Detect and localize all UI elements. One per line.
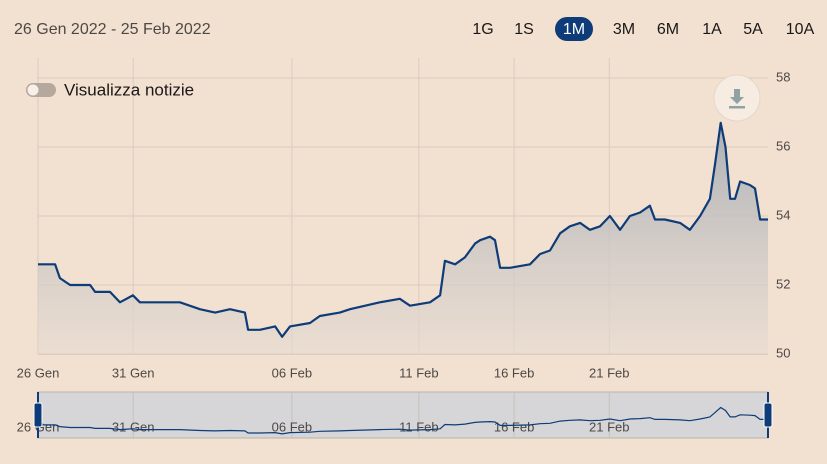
- navigator-tick-label: 11 Feb: [399, 419, 439, 434]
- navigator-handle[interactable]: [763, 402, 773, 428]
- price-line: [38, 121, 768, 338]
- y-tick-label: 56: [776, 138, 790, 153]
- download-icon-base: [729, 106, 745, 109]
- range-button-selected[interactable]: [555, 17, 593, 41]
- range-button[interactable]: 5A: [743, 21, 763, 38]
- range-button-label[interactable]: 1G: [472, 21, 493, 38]
- y-tick-label: 50: [776, 345, 790, 360]
- x-tick-label: 31 Gen: [112, 365, 155, 380]
- range-button-label[interactable]: 10A: [786, 21, 815, 38]
- navigator-line: [38, 406, 768, 435]
- navigator-tick-label: 06 Feb: [272, 419, 312, 434]
- toggle-label[interactable]: Visualizza notizie: [64, 80, 194, 99]
- range-button[interactable]: 6M: [657, 21, 679, 38]
- navigator[interactable]: 26 Gen 31 Gen 06 Feb 11 Feb 16 Feb 21 Feb: [17, 391, 773, 439]
- date-range: 26 Gen 2022 - 25 Feb 2022: [14, 21, 211, 38]
- x-tick-label: 26 Gen: [17, 365, 60, 380]
- navigator-tick-label: 16 Feb: [494, 419, 534, 434]
- range-button-label[interactable]: 5A: [743, 21, 763, 38]
- y-tick-label: 58: [776, 69, 790, 84]
- range-button-label[interactable]: 1M: [563, 21, 585, 38]
- area: [38, 122, 768, 354]
- range-button[interactable]: 1S: [514, 21, 534, 38]
- download-icon: [730, 89, 744, 104]
- range-button-label[interactable]: 1A: [702, 21, 722, 38]
- x-tick-label: 06 Feb: [272, 365, 312, 380]
- range-button-label[interactable]: 1S: [514, 21, 534, 38]
- x-tick-label: 16 Feb: [494, 365, 534, 380]
- x-tick-label: 21 Feb: [589, 365, 629, 380]
- range-button[interactable]: 1A: [702, 21, 722, 38]
- range-button-label[interactable]: 6M: [657, 21, 679, 38]
- navigator-tick-label: 21 Feb: [589, 419, 629, 434]
- range-button[interactable]: 1M: [555, 17, 593, 41]
- navigator-window[interactable]: [37, 391, 769, 439]
- toggle-knob[interactable]: [26, 83, 40, 97]
- range-button[interactable]: 1G: [472, 21, 493, 38]
- x-tick-label: 11 Feb: [399, 365, 439, 380]
- range-buttons: 1G 1S 1M 3M 6M 1A 5A 10A: [472, 17, 815, 41]
- plot: 50 52 54 56 58 26 Gen 31 Gen 06 Feb 11 Feb 16 Feb…: [17, 58, 790, 380]
- y-tick-label: 54: [776, 207, 790, 222]
- news-toggle[interactable]: Visualizza notizie: [26, 80, 194, 99]
- range-button[interactable]: 3M: [613, 21, 635, 38]
- navigator-tick-label: 31 Gen: [112, 419, 155, 434]
- range-button-label[interactable]: 3M: [613, 21, 635, 38]
- navigator-handle[interactable]: [33, 402, 43, 428]
- range-button[interactable]: 10A: [786, 21, 815, 38]
- y-tick-label: 52: [776, 276, 790, 291]
- download-button[interactable]: [713, 74, 761, 122]
